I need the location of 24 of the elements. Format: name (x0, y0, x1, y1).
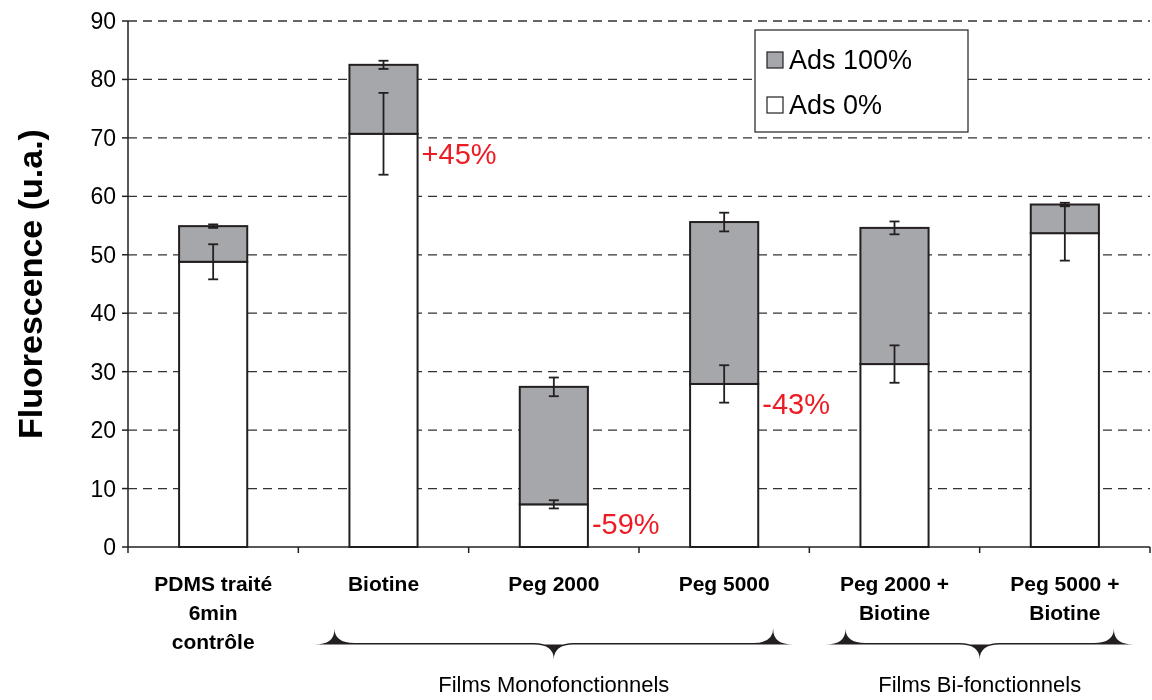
y-tick-label: 60 (90, 183, 116, 210)
legend-label: Ads 100% (789, 45, 913, 76)
y-tick-label: 50 (90, 241, 116, 268)
x-tick-label: PDMS traité 6min contrôle (154, 572, 273, 653)
legend-label: Ads 0% (789, 90, 883, 121)
x-tick-label: Peg 2000 + Biotine (839, 572, 950, 624)
text: Films Monofonctionnels (438, 672, 670, 697)
y-tick-label: 30 (90, 358, 116, 385)
text: Films Bi-fonctionnels (878, 672, 1082, 697)
y-tick-label: 10 (90, 475, 116, 502)
x-tick-label: Peg 5000 + Biotine (1010, 572, 1120, 624)
x-tick-label: Biotine (347, 572, 420, 595)
annotation: -59% (591, 508, 660, 541)
annotation: +45% (421, 137, 497, 170)
y-tick-label: 70 (90, 124, 116, 151)
y-tick-label: 20 (90, 417, 116, 444)
x-tick-label: Peg 5000 (678, 572, 770, 595)
annotation: -43% (762, 387, 830, 420)
y-tick-label: 40 (90, 300, 116, 327)
y-tick-label: 90 (90, 8, 116, 35)
y-tick-label: 80 (90, 66, 116, 93)
x-tick-label: Peg 2000 (508, 572, 600, 595)
y-tick-label: 0 (103, 534, 116, 561)
y-axis-title: Fluorescence (u.a.) (11, 129, 49, 439)
